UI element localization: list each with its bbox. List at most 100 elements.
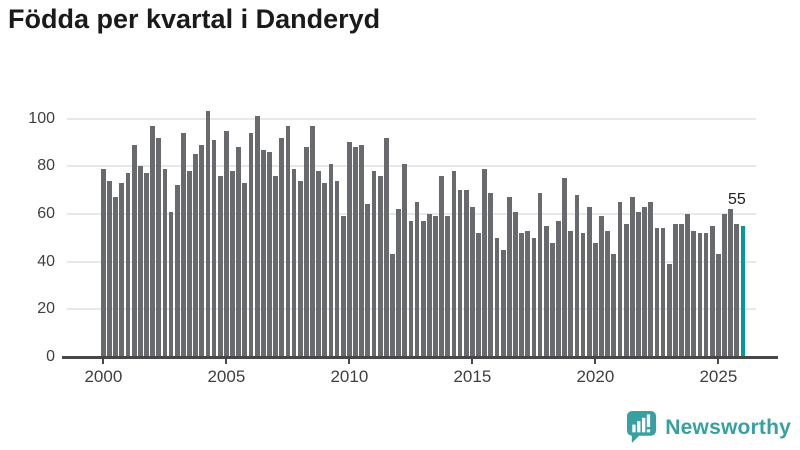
bar-quarter-40 <box>347 142 352 357</box>
bar-quarter-27 <box>267 151 272 357</box>
bar-quarter-72 <box>543 225 549 357</box>
bar-quarter-63 <box>488 192 494 357</box>
x-axis-tick-2010 <box>348 358 351 364</box>
bar-quarter-43 <box>365 204 371 357</box>
bar-quarter-85 <box>623 223 629 357</box>
bar-quarter-38 <box>334 180 340 357</box>
y-axis-tick-label: 100 <box>28 109 55 127</box>
bar-quarter-87 <box>636 211 641 357</box>
bar-quarter-3 <box>119 182 125 357</box>
bar-quarter-82 <box>605 230 611 357</box>
bar-quarter-102 <box>728 209 734 357</box>
bar-quarter-91 <box>660 228 666 357</box>
bar-quarter-8 <box>150 125 155 357</box>
bar-quarter-33 <box>303 147 309 357</box>
bar-quarter-13 <box>180 132 186 357</box>
y-axis-tick-label: 0 <box>46 348 55 365</box>
x-axis-tick-label-2000: 2000 <box>84 367 123 386</box>
bar-quarter-11 <box>168 211 174 357</box>
bar-quarter-58 <box>457 190 463 357</box>
bar-quarter-92 <box>666 264 672 357</box>
bar-quarter-61 <box>476 233 481 357</box>
bar-quarter-51 <box>414 202 420 357</box>
y-axis-tick-label: 20 <box>37 300 55 318</box>
bar-quarter-60 <box>470 206 475 357</box>
bar-quarter-2 <box>113 197 119 357</box>
y-axis-tick-label: 40 <box>37 252 55 270</box>
bar-quarter-79 <box>586 206 592 357</box>
bar-quarter-46 <box>383 137 389 357</box>
bar-quarter-15 <box>193 154 199 357</box>
bar-quarter-68 <box>519 233 524 357</box>
x-axis-tick-label-2025: 2025 <box>699 367 738 386</box>
y-axis-tick-label: 60 <box>37 204 55 222</box>
gridline-y-80 <box>67 165 756 168</box>
bar-quarter-26 <box>260 149 266 357</box>
bar-quarter-41 <box>353 147 358 357</box>
bar-quarter-93 <box>672 223 678 357</box>
x-axis-line <box>62 356 778 359</box>
bar-quarter-49 <box>402 163 408 357</box>
bar-quarter-44 <box>371 171 377 357</box>
x-axis-tick-label-2005: 2005 <box>207 367 246 386</box>
bar-quarter-80 <box>593 242 598 357</box>
bar-quarter-9 <box>156 137 162 357</box>
bar-quarter-16 <box>199 144 205 357</box>
bar-quarter-35 <box>316 171 322 357</box>
bar-quarter-76 <box>568 230 574 357</box>
bar-quarter-64 <box>494 237 500 357</box>
bar-quarter-17 <box>205 111 211 357</box>
bar-quarter-78 <box>580 233 586 357</box>
bar-quarter-70 <box>531 237 537 357</box>
bar-quarter-84 <box>617 202 623 357</box>
bar-quarter-12 <box>174 185 180 357</box>
bar-quarter-62 <box>482 168 488 357</box>
bar-quarter-81 <box>599 216 604 357</box>
bar-quarter-97 <box>697 233 703 357</box>
bar-quarter-103 <box>734 223 740 357</box>
bar-quarter-94 <box>679 223 684 357</box>
bar-quarter-24 <box>248 132 254 357</box>
bar-quarter-100 <box>716 254 721 357</box>
bar-quarter-29 <box>279 137 285 357</box>
bar-quarter-55 <box>439 175 445 357</box>
bar-quarter-45 <box>377 175 383 357</box>
bar-quarter-54 <box>433 216 438 357</box>
bar-quarter-88 <box>642 206 647 357</box>
bar-quarter-28 <box>273 175 278 357</box>
bar-latest-quarter-highlight <box>740 225 746 357</box>
y-axis-tick-label: 80 <box>37 157 55 175</box>
bar-quarter-36 <box>322 182 328 357</box>
bar-quarter-83 <box>611 254 617 357</box>
bar-quarter-25 <box>254 116 260 357</box>
bar-quarter-21 <box>230 171 235 357</box>
bar-quarter-96 <box>691 230 697 357</box>
bar-quarter-20 <box>224 130 229 357</box>
bar-quarter-1 <box>107 180 112 357</box>
x-axis-tick-2005 <box>225 358 228 364</box>
bar-quarter-34 <box>310 125 315 357</box>
bar-quarter-67 <box>513 211 518 357</box>
bar-quarter-56 <box>445 216 451 357</box>
bar-quarter-30 <box>285 125 291 357</box>
bar-quarter-101 <box>722 213 727 357</box>
bar-quarter-73 <box>549 242 555 357</box>
bar-quarter-23 <box>242 182 248 357</box>
x-axis-tick-2000 <box>102 358 105 364</box>
bar-quarter-10 <box>162 168 168 357</box>
bar-quarter-5 <box>131 144 137 357</box>
bar-quarter-47 <box>390 254 395 357</box>
bar-quarter-0 <box>101 168 106 357</box>
bar-quarter-19 <box>217 175 223 357</box>
bar-quarter-98 <box>703 233 709 357</box>
bar-quarter-69 <box>525 230 531 357</box>
bar-quarter-71 <box>537 192 543 357</box>
bar-quarter-66 <box>506 197 512 357</box>
bar-quarter-4 <box>125 173 131 357</box>
chart-title: Födda per kvartal i Danderyd <box>8 4 381 34</box>
gridline-y-60 <box>67 212 756 215</box>
bar-quarter-90 <box>654 228 660 357</box>
bar-quarter-86 <box>629 197 635 357</box>
x-axis-tick-label-2010: 2010 <box>330 367 369 386</box>
